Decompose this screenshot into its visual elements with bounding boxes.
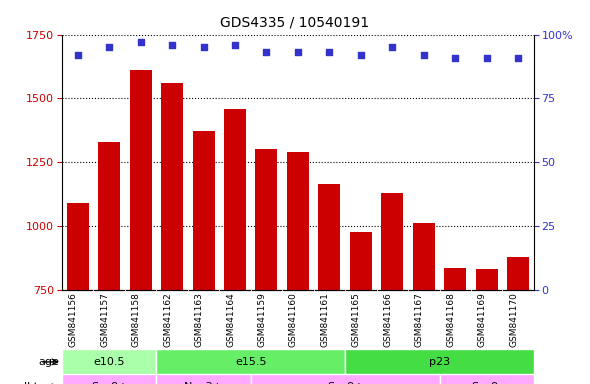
Text: GSM841165: GSM841165 bbox=[352, 292, 361, 347]
Text: cell type: cell type bbox=[11, 382, 59, 384]
Text: GSM841169: GSM841169 bbox=[478, 292, 487, 347]
Bar bbox=[62, 349, 156, 374]
Text: GSM841159: GSM841159 bbox=[257, 292, 267, 347]
Bar bbox=[413, 223, 435, 290]
Text: GSM841166: GSM841166 bbox=[384, 292, 392, 347]
Point bbox=[73, 52, 83, 58]
Text: GSM841168: GSM841168 bbox=[446, 292, 455, 347]
Text: GSM841170: GSM841170 bbox=[509, 292, 518, 347]
Text: GDS4335 / 10540191: GDS4335 / 10540191 bbox=[221, 15, 369, 29]
Point bbox=[419, 52, 428, 58]
Bar bbox=[161, 83, 183, 290]
Bar bbox=[507, 257, 529, 290]
Text: GSM841158: GSM841158 bbox=[132, 292, 140, 347]
Text: GSM841163: GSM841163 bbox=[195, 292, 204, 347]
Text: GSM841156: GSM841156 bbox=[68, 292, 78, 347]
Point bbox=[451, 55, 460, 61]
Point bbox=[356, 52, 366, 58]
Bar bbox=[67, 203, 88, 290]
Text: Sox9-: Sox9- bbox=[471, 382, 502, 384]
Bar bbox=[98, 142, 120, 290]
Text: GSM841160: GSM841160 bbox=[289, 292, 298, 347]
Text: Sox9+: Sox9+ bbox=[327, 382, 363, 384]
Bar bbox=[251, 374, 440, 384]
Text: age: age bbox=[38, 357, 59, 367]
Bar bbox=[130, 70, 152, 290]
Text: GSM841167: GSM841167 bbox=[415, 292, 424, 347]
Point bbox=[513, 55, 523, 61]
Bar bbox=[319, 184, 340, 290]
Bar bbox=[287, 152, 309, 290]
Bar bbox=[345, 349, 534, 374]
Text: GSM841162: GSM841162 bbox=[163, 292, 172, 347]
Bar bbox=[476, 269, 498, 290]
Point bbox=[199, 44, 208, 50]
Text: GSM841157: GSM841157 bbox=[100, 292, 109, 347]
Text: GSM841161: GSM841161 bbox=[320, 292, 329, 347]
Bar bbox=[62, 374, 156, 384]
Point bbox=[230, 42, 240, 48]
Point bbox=[136, 39, 145, 45]
Point bbox=[104, 44, 114, 50]
Point bbox=[168, 42, 177, 48]
Bar bbox=[444, 268, 466, 290]
Bar bbox=[156, 349, 345, 374]
Point bbox=[293, 50, 303, 56]
Bar bbox=[192, 131, 215, 290]
Text: p23: p23 bbox=[429, 357, 450, 367]
Point bbox=[262, 50, 271, 56]
Text: e15.5: e15.5 bbox=[235, 357, 267, 367]
Bar bbox=[440, 374, 534, 384]
Text: Sox9+: Sox9+ bbox=[91, 382, 127, 384]
Bar bbox=[156, 374, 251, 384]
Bar bbox=[224, 109, 246, 290]
Bar bbox=[350, 232, 372, 290]
Point bbox=[324, 50, 334, 56]
Text: GSM841164: GSM841164 bbox=[226, 292, 235, 347]
Text: e10.5: e10.5 bbox=[93, 357, 125, 367]
Bar bbox=[381, 193, 404, 290]
Text: Ngn3+: Ngn3+ bbox=[184, 382, 223, 384]
Bar bbox=[255, 149, 277, 290]
Point bbox=[482, 55, 491, 61]
Point bbox=[388, 44, 397, 50]
